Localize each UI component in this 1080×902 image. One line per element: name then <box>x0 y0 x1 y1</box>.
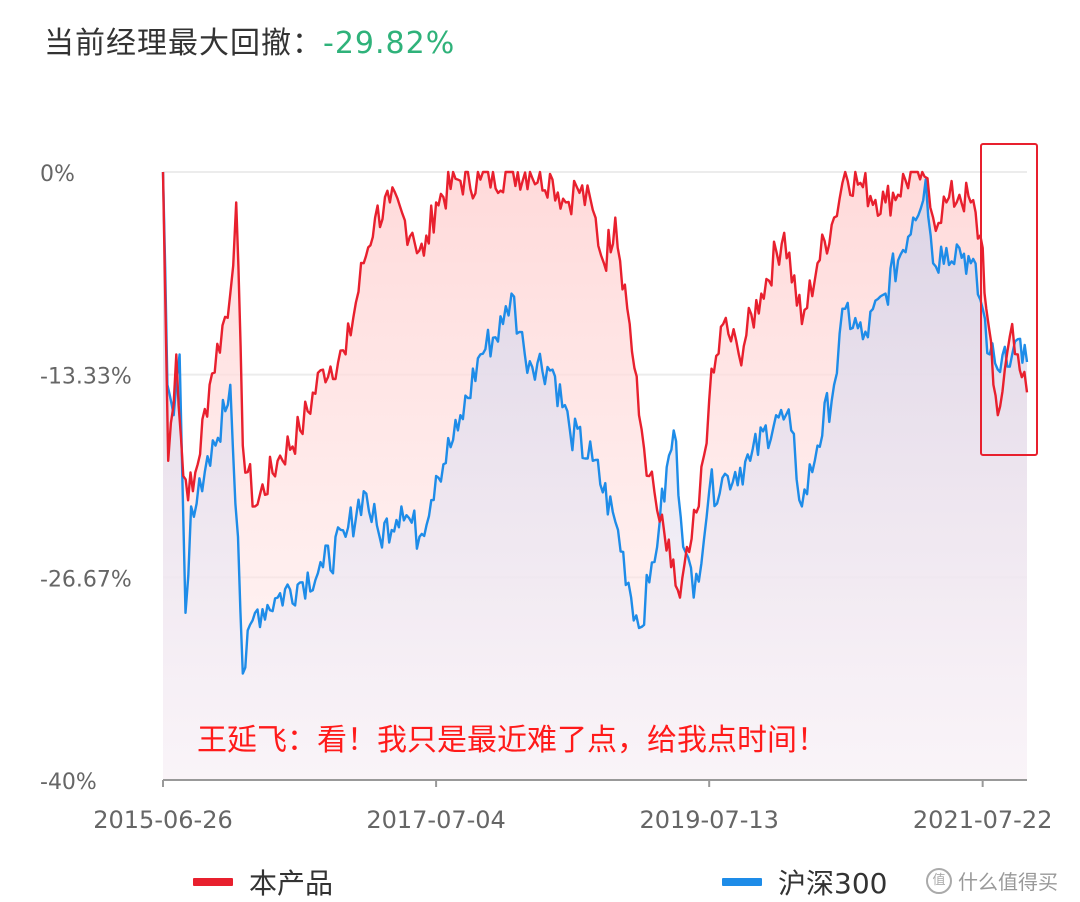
y-tick-label: -40% <box>40 770 97 795</box>
watermark-logo-icon: 值 <box>926 867 952 894</box>
legend-item-product: 本产品 <box>193 862 333 902</box>
legend-label-product: 本产品 <box>249 867 334 900</box>
y-tick-label: 0% <box>40 162 75 187</box>
y-tick-label: -13.33% <box>40 365 132 390</box>
legend-swatch-index <box>722 878 762 886</box>
title-label: 当前经理最大回撤： <box>44 26 323 61</box>
legend-item-index: 沪深300 <box>722 862 887 902</box>
x-tick-label: 2017-07-04 <box>366 806 505 834</box>
series-line-product <box>161 170 1029 599</box>
watermark: 值 什么值得买 <box>926 866 1058 895</box>
x-tick-label: 2021-07-22 <box>913 806 1052 834</box>
page-title: 当前经理最大回撤：-29.82% <box>44 18 455 62</box>
y-tick-label: -26.67% <box>40 567 132 592</box>
x-tick-label: 2019-07-13 <box>639 806 778 834</box>
x-tick-label: 2015-06-26 <box>93 806 232 834</box>
annotation-text: 王延飞：看！我只是最近难了点，给我点时间！ <box>197 723 827 758</box>
area-fill-index <box>163 172 1027 780</box>
series-line-index <box>161 171 1029 675</box>
highlight-box <box>980 143 1038 456</box>
legend-swatch-product <box>193 878 233 886</box>
legend-label-index: 沪深300 <box>778 867 888 900</box>
watermark-label: 什么值得买 <box>958 870 1058 894</box>
drawdown-value: -29.82% <box>323 26 456 61</box>
